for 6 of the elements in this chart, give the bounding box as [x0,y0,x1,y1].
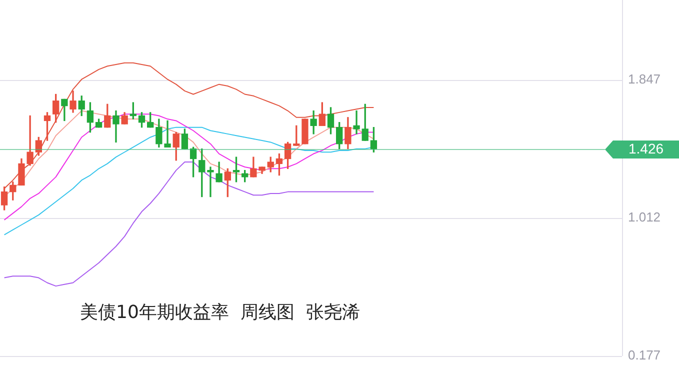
ref-line-label: 1.426 [628,140,664,156]
y-tick-label: 1.012 [628,210,661,225]
y-tick-label: 1.847 [628,71,661,86]
candlestick [302,118,308,144]
text: 美债10年期收益率 周线图 张尧浠 [80,301,360,324]
y-tick-label: 0.177 [628,348,661,363]
